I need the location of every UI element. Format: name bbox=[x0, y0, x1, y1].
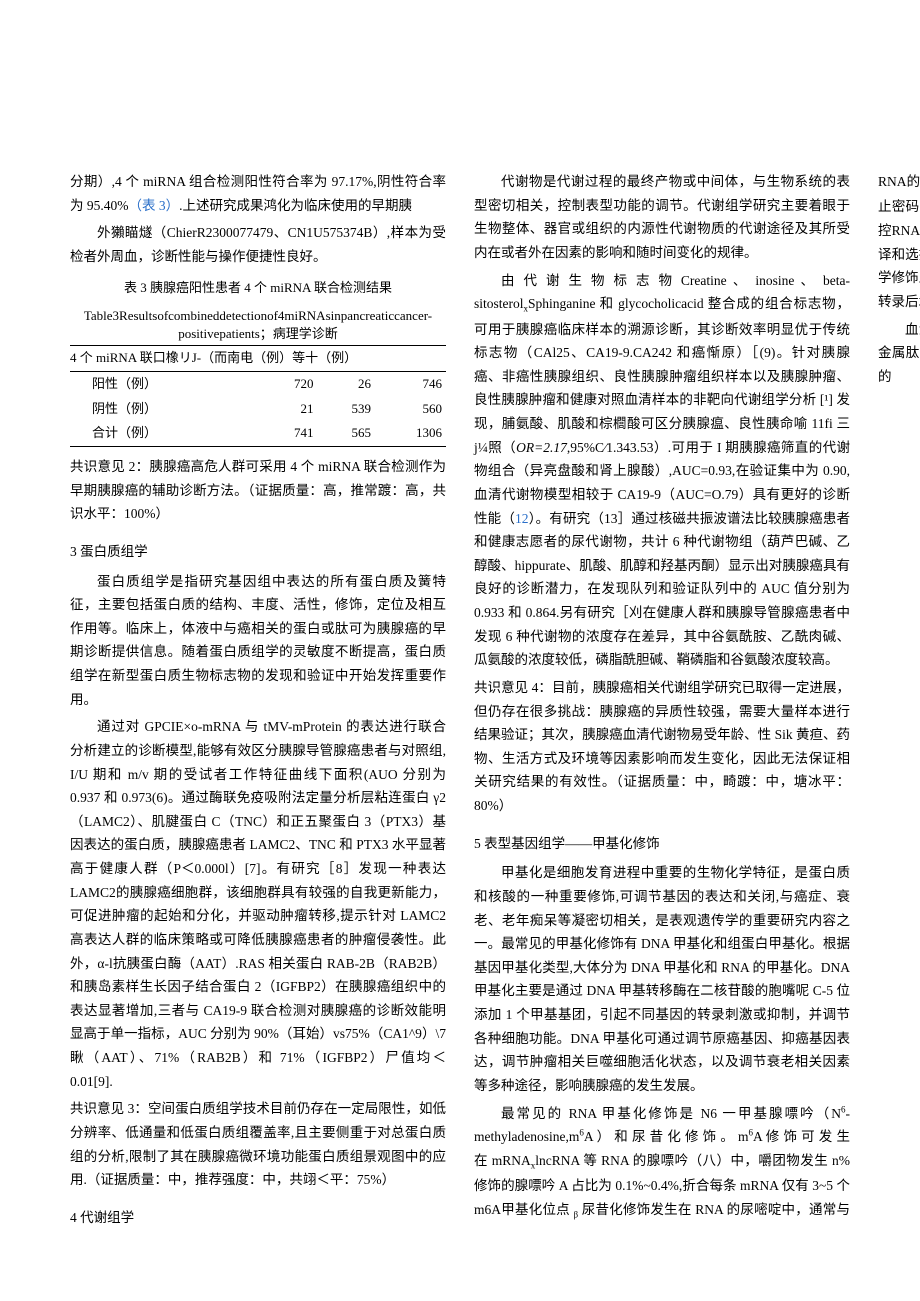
text: Sphinganine 和 glycocholicacid 整合成的组合标志物，… bbox=[474, 296, 850, 455]
cell: 746 bbox=[375, 371, 446, 396]
section-heading-5: 5 表型基因组学——甲基化修饰 bbox=[474, 832, 850, 856]
table-header: 4 个 miRNA 联口橡リJ-（而南电（例）等十（例） bbox=[70, 346, 446, 372]
cell: 阳性（例） bbox=[70, 371, 260, 396]
body-paragraph: 外獺瞄燧（ChierR2300077479、CN1U575374B）,样本为受检… bbox=[70, 221, 446, 268]
text: 哺乳动物和酵母中的 m6A 位于 mRNA 终止密码子附近和 3'非翻译区。RN… bbox=[878, 174, 920, 309]
text: ）。有研究（13］通过核磁共振波谱法比较胰腺癌患者和健康志愿者的尿代谢物，共计 … bbox=[474, 511, 850, 668]
cell: 741 bbox=[260, 421, 317, 446]
consensus-paragraph: 共识意见 2：胰腺癌高危人群可采用 4 个 miRNA 联合检测作为早期胰腺癌的… bbox=[70, 455, 446, 526]
consensus-paragraph: 共识意见 4：目前，胰腺癌相关代谢组学研究已取得一定进展，但仍存在很多挑战：胰腺… bbox=[474, 676, 850, 818]
text: 最常见的 RNA 甲基化修饰是 N6 一甲基腺嘌吟（N bbox=[501, 1106, 841, 1121]
text: .上述研究成果鸿化为临床使用的早期胰 bbox=[179, 198, 412, 213]
ref-link[interactable]: 12 bbox=[515, 511, 529, 526]
text: A ） 和 尿 昔 化 修 饰 。 m bbox=[584, 1129, 749, 1144]
body-paragraph: 通过对 GPCIE×o-mRNA 与 tMV-mProtein 的表达进行联合分… bbox=[70, 715, 446, 1093]
cell: 1306 bbox=[375, 421, 446, 446]
table-3: 4 个 miRNA 联口橡リJ-（而南电（例）等十（例） 阳性（例） 720 2… bbox=[70, 345, 446, 447]
body-paragraph: 蛋白质组学是指研究基因组中表达的所有蛋白质及簧特征，主要包括蛋白质的结构、丰度、… bbox=[70, 570, 446, 712]
cell: 阴性（例） bbox=[70, 397, 260, 422]
cell: 26 bbox=[318, 371, 375, 396]
body-paragraph: 由 代 谢 生 物 标 志 物 Creatine 、 inosine 、 bet… bbox=[474, 269, 850, 672]
table-block: 表 3 胰腺癌阳性患者 4 个 miRNA 联合检测结果 Table3Resul… bbox=[70, 279, 446, 448]
cell: 21 bbox=[260, 397, 317, 422]
body-paragraph: 代谢物是代谢过程的最终产物或中间体，与生物系统的表型密切相关，控制表型功能的调节… bbox=[474, 170, 850, 265]
italic-text: OR=2.17 bbox=[516, 440, 567, 455]
body-paragraph: 分期）,4 个 miRNA 组合检测阳性符合率为 97.17%,阴性符合率为 9… bbox=[70, 170, 446, 217]
cell: 539 bbox=[318, 397, 375, 422]
section-heading-4: 4 代谢组学 bbox=[70, 1206, 446, 1230]
body-paragraph: 血液中碱性核蛋白 1（BNCl）和血<1 瓶反应蛋白解整合素金属肽酶 1（ADA… bbox=[878, 318, 920, 389]
cell: 565 bbox=[318, 421, 375, 446]
table-row: 合计（例） 741 565 1306 bbox=[70, 421, 446, 446]
cell: 720 bbox=[260, 371, 317, 396]
table-caption-en: Table3Resultsofcombineddetectionof4miRNA… bbox=[70, 307, 446, 343]
cell: 合计（例） bbox=[70, 421, 260, 446]
table-caption-cn: 表 3 胰腺癌阳性患者 4 个 miRNA 联合检测结果 bbox=[70, 279, 446, 297]
table-ref-link[interactable]: （表 3） bbox=[129, 198, 180, 213]
body-paragraph: 甲基化是细胞发育进程中重要的生物化学特征，是蛋白质和核酸的一种重要修饰,可调节基… bbox=[474, 861, 850, 1097]
section-heading-3: 3 蛋白质组学 bbox=[70, 540, 446, 564]
consensus-paragraph: 共识意见 3：空间蛋白质组学技术目前仍存在一定局限性，如低分辨率、低通量和低蛋白… bbox=[70, 1097, 446, 1192]
page-content: 分期）,4 个 miRNA 组合检测阳性符合率为 97.17%,阴性符合率为 9… bbox=[0, 0, 920, 1301]
table-row: 阴性（例） 21 539 560 bbox=[70, 397, 446, 422]
cell: 560 bbox=[375, 397, 446, 422]
table-row: 阳性（例） 720 26 746 bbox=[70, 371, 446, 396]
